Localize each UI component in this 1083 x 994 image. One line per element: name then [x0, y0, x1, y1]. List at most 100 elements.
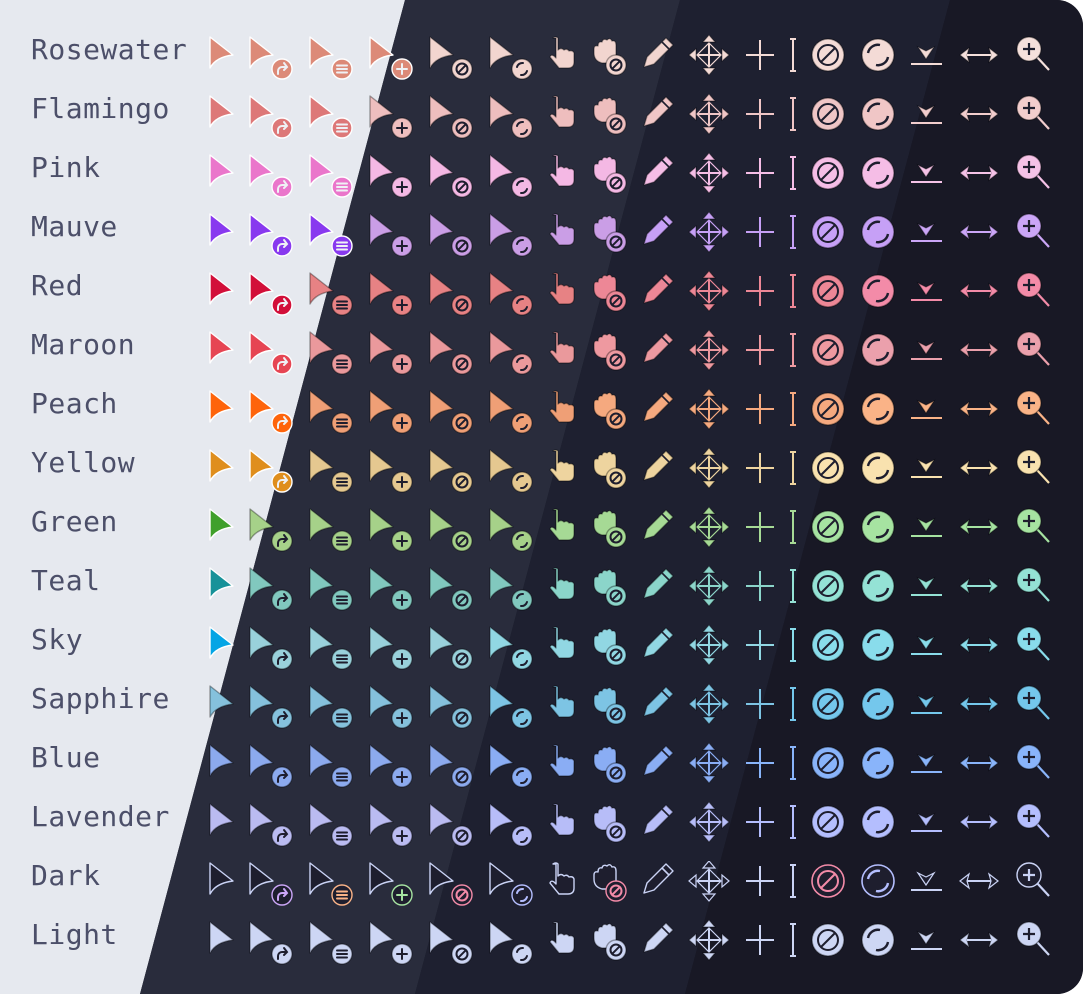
row-label-sky: Sky — [31, 623, 84, 656]
arrow-not-allowed-cursor-icon — [428, 861, 478, 911]
arrow-progress-cursor-icon — [488, 153, 538, 203]
arrow-cursor-icon — [208, 625, 258, 675]
text-beam-cursor-icon — [780, 212, 830, 262]
bottom-edge-cursor-icon — [908, 625, 958, 675]
arrow-cursor-icon — [208, 743, 258, 793]
text-beam-cursor-icon — [780, 389, 830, 439]
arrow-plus-cursor-icon — [368, 625, 418, 675]
arrow-progress-cursor-icon — [488, 448, 538, 498]
grab-not-allowed-cursor-icon — [590, 684, 640, 734]
grab-not-allowed-cursor-icon — [590, 507, 640, 557]
pointing-hand-cursor-icon — [545, 684, 595, 734]
arrow-redo-cursor-icon — [248, 507, 298, 557]
move-cursor-icon — [688, 802, 738, 852]
move-cursor-icon — [688, 625, 738, 675]
grab-not-allowed-cursor-icon — [590, 861, 640, 911]
arrow-cursor-icon — [208, 802, 258, 852]
bottom-edge-cursor-icon — [908, 507, 958, 557]
grab-not-allowed-cursor-icon — [590, 566, 640, 616]
background-band-frappe — [140, 0, 680, 994]
progress-cursor-icon — [860, 861, 910, 911]
text-beam-cursor-icon — [780, 94, 830, 144]
bottom-edge-cursor-icon — [908, 743, 958, 793]
ew-resize-cursor-icon — [956, 94, 1006, 144]
pencil-cursor-icon — [638, 802, 688, 852]
bottom-edge-cursor-icon — [908, 920, 958, 970]
crosshair-cursor-icon — [740, 861, 790, 911]
zoom-in-cursor-icon — [1013, 330, 1063, 380]
crosshair-cursor-icon — [740, 271, 790, 321]
arrow-not-allowed-cursor-icon — [428, 94, 478, 144]
crosshair-cursor-icon — [740, 802, 790, 852]
zoom-in-cursor-icon — [1013, 153, 1063, 203]
crosshair-cursor-icon — [740, 389, 790, 439]
text-beam-cursor-icon — [780, 271, 830, 321]
pencil-cursor-icon — [638, 743, 688, 793]
grab-not-allowed-cursor-icon — [590, 743, 640, 793]
arrow-plus-cursor-icon — [368, 153, 418, 203]
arrow-menu-cursor-icon — [308, 802, 358, 852]
crosshair-cursor-icon — [740, 153, 790, 203]
zoom-in-cursor-icon — [1013, 861, 1063, 911]
crosshair-cursor-icon — [740, 625, 790, 675]
pencil-cursor-icon — [638, 212, 688, 262]
bottom-edge-cursor-icon — [908, 212, 958, 262]
arrow-menu-cursor-icon — [308, 920, 358, 970]
arrow-redo-cursor-icon — [248, 861, 298, 911]
arrow-progress-cursor-icon — [488, 625, 538, 675]
pencil-cursor-icon — [638, 448, 688, 498]
arrow-menu-cursor-icon — [308, 507, 358, 557]
ew-resize-cursor-icon — [956, 389, 1006, 439]
not-allowed-cursor-icon — [810, 35, 860, 85]
arrow-redo-cursor-icon — [248, 802, 298, 852]
arrow-menu-cursor-icon — [308, 743, 358, 793]
arrow-menu-cursor-icon — [308, 212, 358, 262]
arrow-not-allowed-cursor-icon — [428, 802, 478, 852]
pointing-hand-cursor-icon — [545, 35, 595, 85]
not-allowed-cursor-icon — [810, 566, 860, 616]
text-beam-cursor-icon — [780, 861, 830, 911]
bottom-edge-cursor-icon — [908, 861, 958, 911]
bottom-edge-cursor-icon — [908, 153, 958, 203]
arrow-redo-cursor-icon — [248, 212, 298, 262]
move-cursor-icon — [688, 94, 738, 144]
grab-not-allowed-cursor-icon — [590, 35, 640, 85]
progress-cursor-icon — [860, 448, 910, 498]
arrow-menu-cursor-icon — [308, 94, 358, 144]
zoom-in-cursor-icon — [1013, 35, 1063, 85]
arrow-menu-cursor-icon — [308, 389, 358, 439]
bottom-edge-cursor-icon — [908, 802, 958, 852]
ew-resize-cursor-icon — [956, 684, 1006, 734]
progress-cursor-icon — [860, 566, 910, 616]
not-allowed-cursor-icon — [810, 920, 860, 970]
arrow-redo-cursor-icon — [248, 743, 298, 793]
row-label-peach: Peach — [31, 387, 118, 420]
move-cursor-icon — [688, 271, 738, 321]
arrow-menu-cursor-icon — [308, 330, 358, 380]
arrow-menu-cursor-icon — [308, 35, 358, 85]
arrow-menu-cursor-icon — [308, 566, 358, 616]
zoom-in-cursor-icon — [1013, 507, 1063, 557]
zoom-in-cursor-icon — [1013, 389, 1063, 439]
arrow-progress-cursor-icon — [488, 566, 538, 616]
pencil-cursor-icon — [638, 566, 688, 616]
pointing-hand-cursor-icon — [545, 330, 595, 380]
row-label-light: Light — [31, 918, 118, 951]
not-allowed-cursor-icon — [810, 625, 860, 675]
arrow-progress-cursor-icon — [488, 743, 538, 793]
arrow-not-allowed-cursor-icon — [428, 920, 478, 970]
pointing-hand-cursor-icon — [545, 212, 595, 262]
arrow-not-allowed-cursor-icon — [428, 507, 478, 557]
grab-not-allowed-cursor-icon — [590, 153, 640, 203]
ew-resize-cursor-icon — [956, 861, 1006, 911]
arrow-menu-cursor-icon — [308, 153, 358, 203]
arrow-cursor-icon — [208, 566, 258, 616]
zoom-in-cursor-icon — [1013, 212, 1063, 262]
move-cursor-icon — [688, 566, 738, 616]
pencil-cursor-icon — [638, 94, 688, 144]
not-allowed-cursor-icon — [810, 861, 860, 911]
pointing-hand-cursor-icon — [545, 743, 595, 793]
arrow-progress-cursor-icon — [488, 507, 538, 557]
row-label-red: Red — [31, 269, 84, 302]
